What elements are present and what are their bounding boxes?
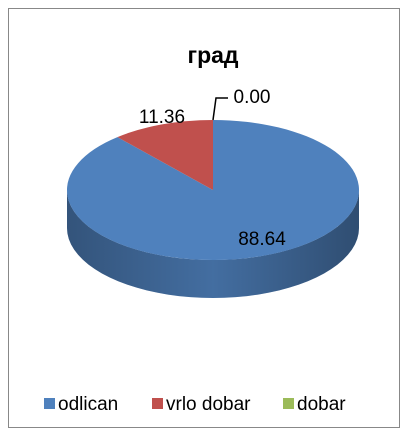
- legend-swatch: [152, 398, 163, 409]
- leader-line: [212, 97, 228, 121]
- legend-swatch: [44, 398, 55, 409]
- slice: [66, 120, 360, 261]
- legend-swatch: [283, 398, 294, 409]
- legend-label: odlican: [58, 394, 118, 415]
- chart-title: град: [187, 42, 238, 68]
- data-label: 88.64: [238, 229, 286, 250]
- data-label: 0.00: [234, 87, 271, 108]
- data-label: 11.36: [139, 107, 185, 128]
- slice: [117, 120, 213, 190]
- slice-side-shade: [67, 190, 359, 298]
- legend-label: dobar: [297, 394, 346, 415]
- legend-label: vrlo dobar: [166, 394, 251, 415]
